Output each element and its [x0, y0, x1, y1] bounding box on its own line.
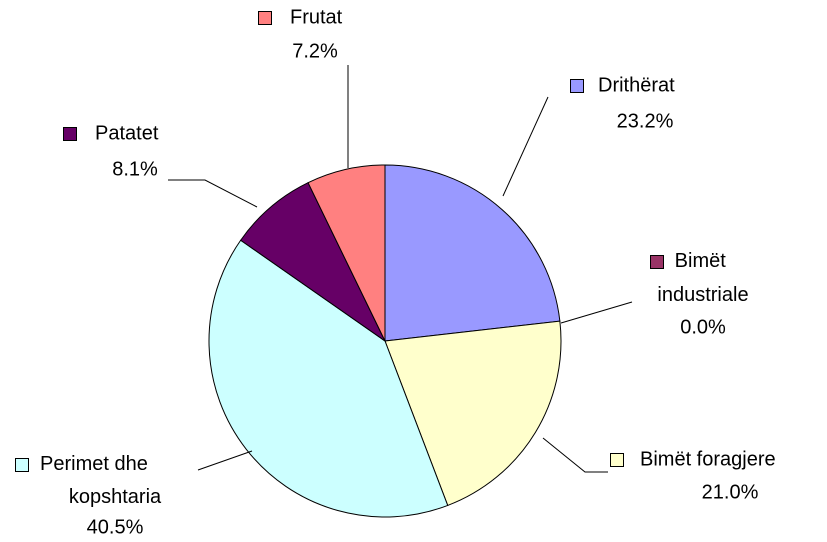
pie-slice	[239, 182, 387, 343]
pie-slice	[384, 320, 562, 507]
category-label: Perimet dhe kopshtaria	[40, 453, 162, 508]
category-label: Patatet	[95, 122, 159, 144]
label-line: industriale	[657, 284, 748, 306]
pie-slice	[208, 239, 449, 518]
leader-line	[168, 179, 258, 208]
pie-slice	[307, 164, 386, 342]
category-label: Frutat	[290, 6, 343, 28]
legend-swatch	[570, 79, 584, 93]
value-label: 0.0%	[680, 316, 726, 338]
value-label: 23.2%	[617, 110, 674, 132]
pie-slice	[384, 164, 561, 342]
legend-swatch	[63, 127, 77, 141]
category-label: Bimët industriale	[657, 250, 748, 306]
leader-line	[542, 437, 608, 473]
value-label: 7.2%	[292, 40, 338, 62]
label-line: Bimët	[675, 250, 732, 272]
leader-line	[197, 450, 253, 471]
legend-swatch	[610, 453, 624, 467]
legend-swatch	[15, 458, 29, 472]
legend-swatch	[650, 255, 664, 269]
legend-swatch	[258, 11, 272, 25]
label-line: Perimet dhe	[40, 453, 153, 475]
value-label: 21.0%	[702, 481, 759, 503]
category-label: Bimët foragjere	[640, 448, 776, 470]
leader-line	[560, 301, 633, 324]
value-label: 40.5%	[87, 516, 144, 538]
leader-line	[502, 96, 549, 197]
category-label: Drithërat	[598, 74, 675, 96]
value-label: 8.1%	[112, 158, 158, 180]
label-line: kopshtaria	[69, 486, 162, 508]
